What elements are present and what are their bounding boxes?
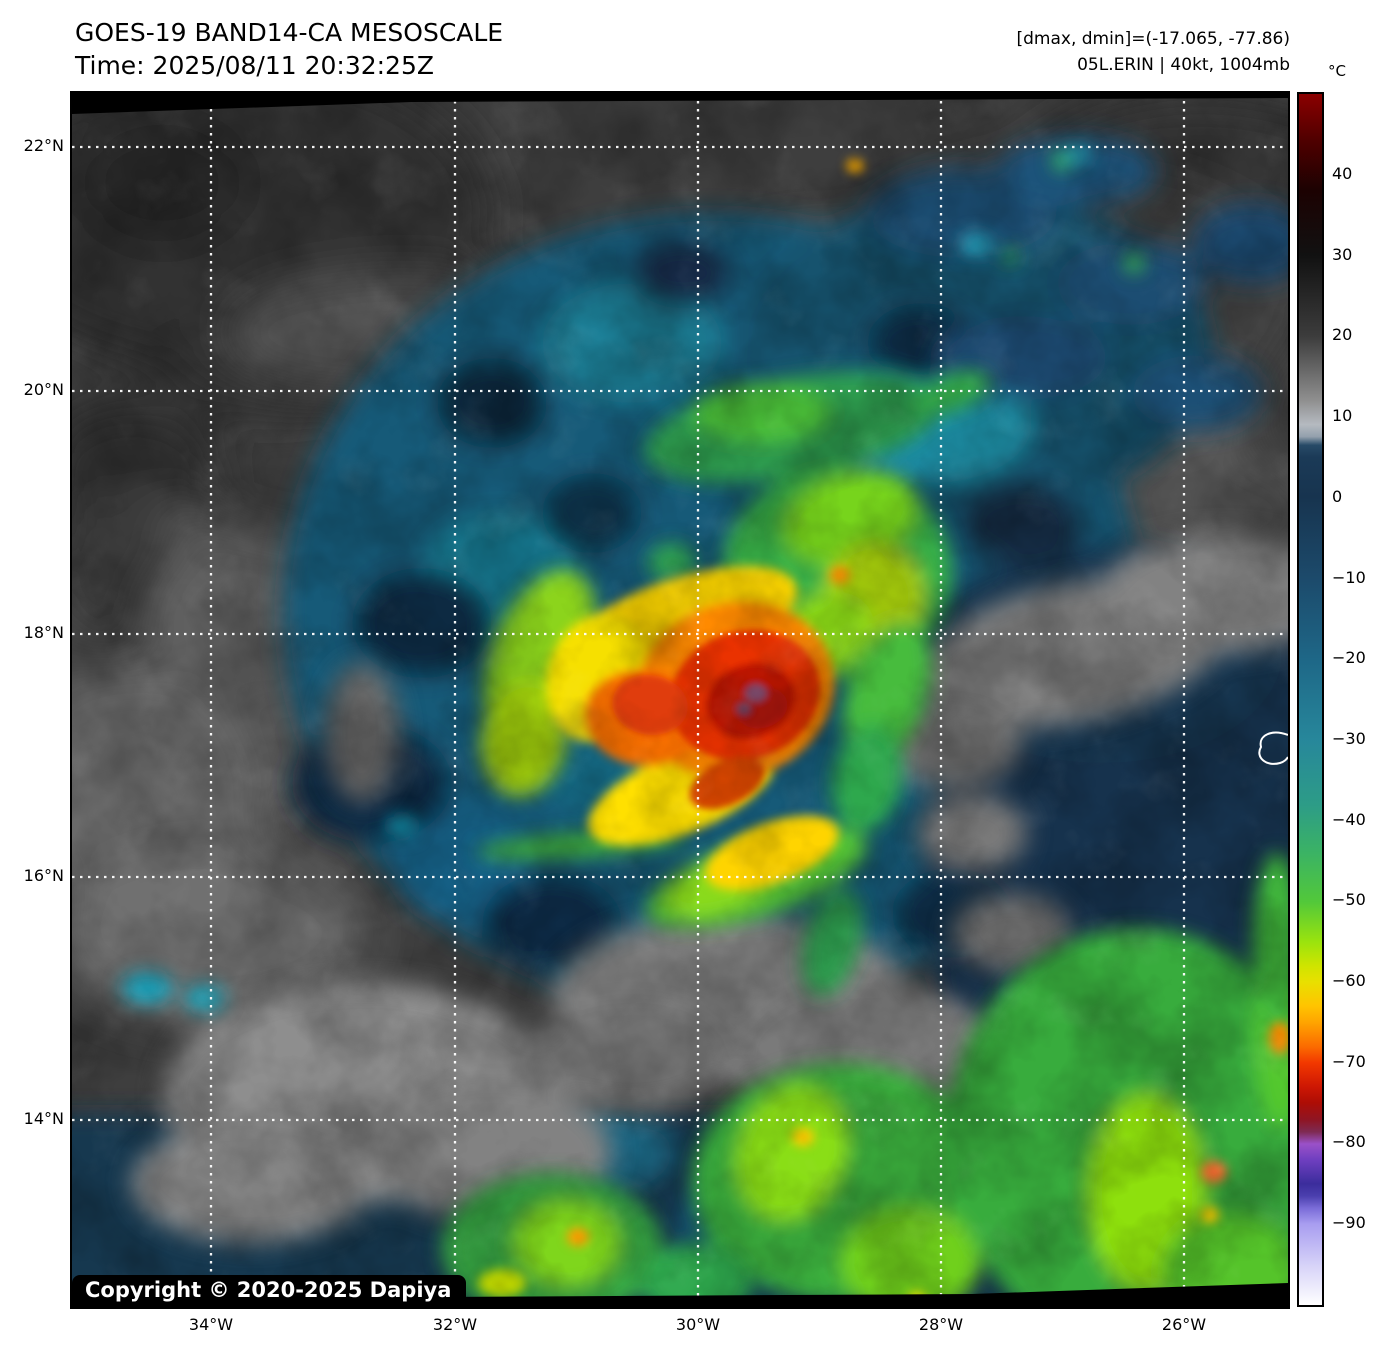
graticule [72,93,1288,1307]
y-tick-20n: 20°N [23,380,64,399]
x-tick-30w: 30°W [675,1315,721,1334]
colorbar-unit: °C [1328,62,1346,80]
island-coastline [1258,731,1288,765]
info-block: [dmax, dmin]=(-17.065, -77.86) 05L.ERIN … [1017,26,1291,79]
y-tick-22n: 22°N [23,136,64,155]
storm-info-readout: 05L.ERIN | 40kt, 1004mb [1077,55,1290,76]
satellite-imagery [72,93,1288,1307]
cb-tick-m40: −40 [1332,810,1366,829]
y-tick-14n: 14°N [23,1109,64,1128]
cb-tick-m50: −50 [1332,890,1366,909]
cb-tick-0: 0 [1332,487,1343,506]
dmax-dmin-readout: [dmax, dmin]=(-17.065, -77.86) [1016,29,1291,49]
x-tick-26w: 26°W [1161,1315,1207,1334]
cb-tick-m70: −70 [1332,1052,1366,1071]
y-tick-18n: 18°N [23,623,64,642]
y-tick-16n: 16°N [23,866,64,885]
cb-tick-30: 30 [1332,245,1353,264]
copyright-badge: Copyright © 2020-2025 Dapiya [72,1275,467,1308]
x-tick-32w: 32°W [432,1315,478,1334]
satellite-map [72,93,1288,1307]
plot-title: GOES-19 BAND14-CA MESOSCALE [75,18,504,47]
cb-tick-10: 10 [1332,406,1353,425]
cb-tick-m20: −20 [1332,648,1366,667]
x-tick-28w: 28°W [918,1315,964,1334]
scan-edge-top [72,93,1288,114]
cb-tick-m90: −90 [1332,1213,1366,1232]
cb-tick-m80: −80 [1332,1132,1366,1151]
cb-tick-m30: −30 [1332,729,1366,748]
colorbar [1297,92,1324,1307]
cloud-texture-light [72,93,1288,1307]
cb-tick-m60: −60 [1332,971,1366,990]
cb-tick-40: 40 [1332,164,1353,183]
title-block: GOES-19 BAND14-CA MESOSCALE Time: 2025/0… [75,16,503,82]
cb-tick-m10: −10 [1332,568,1366,587]
x-tick-34w: 34°W [188,1315,234,1334]
cb-tick-20: 20 [1332,325,1353,344]
copyright-text: Copyright © 2020-2025 Dapiya [85,1278,452,1302]
plot-timestamp: Time: 2025/08/11 20:32:25Z [75,51,434,80]
